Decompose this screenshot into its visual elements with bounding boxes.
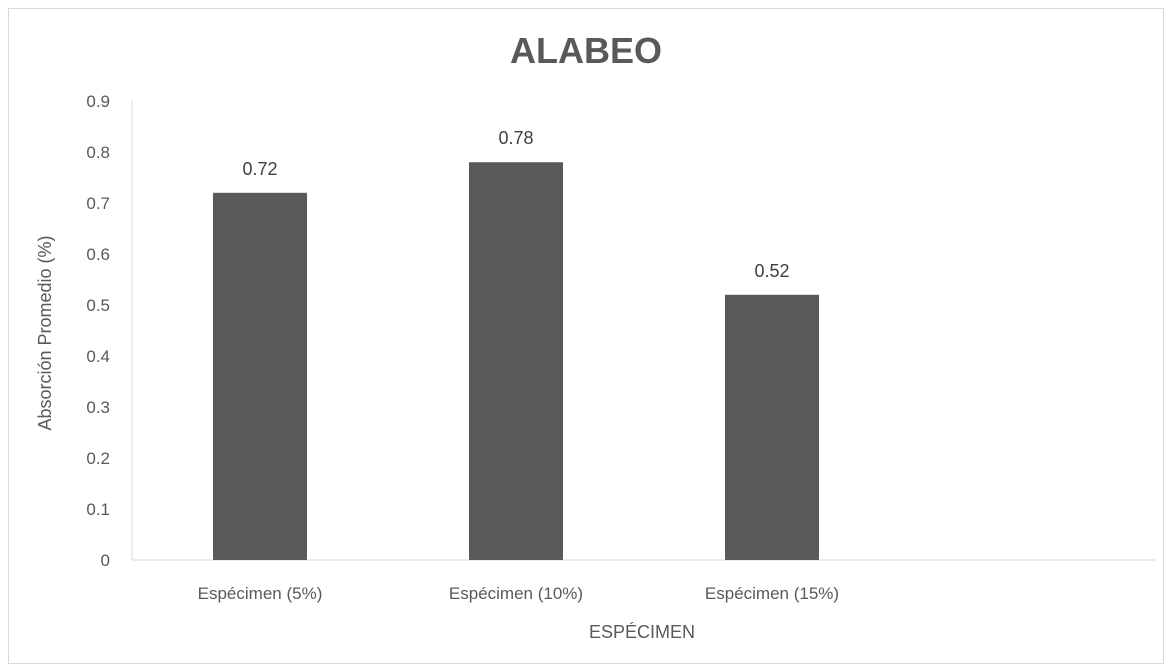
y-tick-label: 0.6 [86,245,110,264]
x-category-label: Espécimen (15%) [705,584,839,603]
bar [725,294,819,560]
bar-data-label: 0.78 [498,128,533,148]
y-tick-label: 0.1 [86,500,110,519]
chart-frame [8,8,1164,664]
y-tick-label: 0 [101,551,110,570]
y-axis-title: Absorción Promedio (%) [35,235,55,430]
x-category-label: Espécimen (5%) [198,584,323,603]
bar [213,192,307,561]
y-tick-label: 0.7 [86,194,110,213]
y-tick-label: 0.4 [86,347,110,366]
y-tick-label: 0.3 [86,398,110,417]
bar-data-label: 0.52 [754,261,789,281]
x-category-label: Espécimen (10%) [449,584,583,603]
bar [469,162,563,560]
x-axis-title: ESPÉCIMEN [589,622,695,642]
y-axis-ticks: 0 0.1 0.2 0.3 0.4 0.5 0.6 0.7 0.8 0.9 [86,92,110,570]
bar-data-label: 0.72 [242,159,277,179]
y-tick-label: 0.2 [86,449,110,468]
chart-title: ALABEO [510,30,662,71]
y-tick-label: 0.8 [86,143,110,162]
data-labels-group: 0.72 0.78 0.52 [242,128,789,281]
category-labels-group: Espécimen (5%) Espécimen (10%) Espécimen (… [198,584,839,603]
bars-group [213,162,819,561]
y-tick-label: 0.5 [86,296,110,315]
y-tick-label: 0.9 [86,92,110,111]
